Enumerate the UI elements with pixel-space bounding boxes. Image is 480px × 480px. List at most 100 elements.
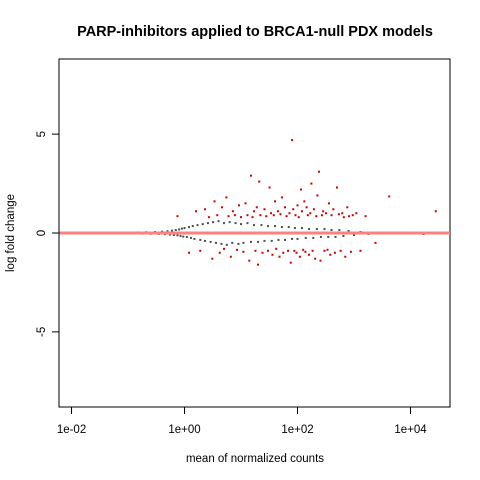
significant-gene-point xyxy=(199,249,202,252)
significant-gene-point xyxy=(306,214,309,217)
significant-gene-point xyxy=(233,214,236,217)
significant-gene-point xyxy=(351,214,354,217)
gene-point xyxy=(191,225,194,228)
significant-gene-point xyxy=(253,210,256,213)
significant-gene-point xyxy=(280,196,283,199)
significant-gene-point xyxy=(261,251,264,254)
significant-gene-point xyxy=(289,261,292,264)
significant-gene-point xyxy=(236,248,239,251)
gene-point xyxy=(280,226,283,229)
significant-gene-point xyxy=(323,249,326,252)
gene-point xyxy=(296,237,299,240)
gene-point xyxy=(240,223,243,226)
significant-gene-point xyxy=(254,249,257,252)
gene-point xyxy=(214,241,217,244)
significant-gene-point xyxy=(257,263,260,266)
gene-point xyxy=(176,234,179,237)
gene-point xyxy=(189,236,192,239)
significant-gene-point xyxy=(298,255,301,258)
significant-gene-point xyxy=(293,249,296,252)
significant-gene-point xyxy=(282,251,285,254)
x-tick-label: 1e+02 xyxy=(281,424,313,436)
significant-gene-point xyxy=(203,208,206,211)
significant-gene-point xyxy=(359,249,362,252)
gene-point xyxy=(203,239,206,242)
gene-point xyxy=(228,221,231,224)
gene-point xyxy=(257,240,260,243)
significant-gene-point xyxy=(309,212,312,215)
significant-gene-point xyxy=(305,206,308,209)
gene-point xyxy=(274,225,277,228)
significant-gene-point xyxy=(349,250,352,253)
gene-point xyxy=(277,238,280,241)
gene-point xyxy=(342,234,345,237)
significant-gene-point xyxy=(333,251,336,254)
gene-point xyxy=(209,240,212,243)
significant-gene-point xyxy=(374,241,377,244)
significant-gene-point xyxy=(251,216,254,219)
gene-point xyxy=(304,236,307,239)
gene-point xyxy=(319,235,322,238)
gene-point xyxy=(242,241,245,244)
gene-point xyxy=(179,234,182,237)
gene-point xyxy=(353,233,356,236)
significant-gene-point xyxy=(300,210,303,213)
gene-point xyxy=(217,220,220,223)
significant-gene-point xyxy=(265,215,268,218)
significant-gene-point xyxy=(283,206,286,209)
x-tick-label: 1e-02 xyxy=(57,424,86,436)
significant-gene-point xyxy=(316,194,319,197)
data-points xyxy=(76,139,437,266)
gene-point xyxy=(168,233,171,236)
gene-point xyxy=(231,241,234,244)
significant-gene-point xyxy=(248,259,251,262)
significant-gene-point xyxy=(276,210,279,213)
significant-gene-point xyxy=(213,200,216,203)
significant-gene-point xyxy=(330,214,333,217)
gene-point xyxy=(266,225,269,228)
significant-gene-point xyxy=(310,182,313,185)
gene-point xyxy=(234,222,237,225)
significant-gene-point xyxy=(288,212,291,215)
significant-gene-point xyxy=(211,257,214,260)
significant-gene-point xyxy=(364,215,367,218)
significant-gene-point xyxy=(336,186,339,189)
significant-gene-point xyxy=(258,180,261,183)
significant-gene-point xyxy=(195,210,198,213)
gene-point xyxy=(338,229,341,232)
significant-gene-point xyxy=(246,214,249,217)
significant-gene-point xyxy=(231,210,234,213)
significant-gene-point xyxy=(275,247,278,250)
gene-point xyxy=(223,222,226,225)
significant-gene-point xyxy=(266,249,269,252)
gene-point xyxy=(196,224,199,227)
gene-point xyxy=(193,237,196,240)
significant-gene-point xyxy=(311,249,314,252)
significant-gene-point xyxy=(344,255,347,258)
gene-point xyxy=(225,243,228,246)
gene-point xyxy=(308,228,311,231)
gene-point xyxy=(347,230,350,233)
significant-gene-point xyxy=(322,210,325,213)
y-tick-label: -5 xyxy=(36,327,48,337)
gene-point xyxy=(178,228,181,231)
significant-gene-point xyxy=(268,186,271,189)
gene-point xyxy=(312,236,315,239)
gene-point xyxy=(212,221,215,224)
significant-gene-point xyxy=(302,248,305,251)
significant-gene-point xyxy=(244,202,247,205)
significant-gene-point xyxy=(332,208,335,211)
gene-point xyxy=(201,223,204,226)
gene-point xyxy=(249,240,252,243)
significant-gene-point xyxy=(326,248,329,251)
significant-gene-point xyxy=(207,216,210,219)
significant-gene-point xyxy=(225,196,228,199)
gene-point xyxy=(291,237,294,240)
significant-gene-point xyxy=(303,200,306,203)
x-tick-label: 1e+00 xyxy=(168,424,200,436)
significant-gene-point xyxy=(341,212,344,215)
significant-gene-point xyxy=(270,212,273,215)
significant-gene-point xyxy=(249,174,252,177)
significant-gene-point xyxy=(278,255,281,258)
significant-gene-point xyxy=(355,212,358,215)
